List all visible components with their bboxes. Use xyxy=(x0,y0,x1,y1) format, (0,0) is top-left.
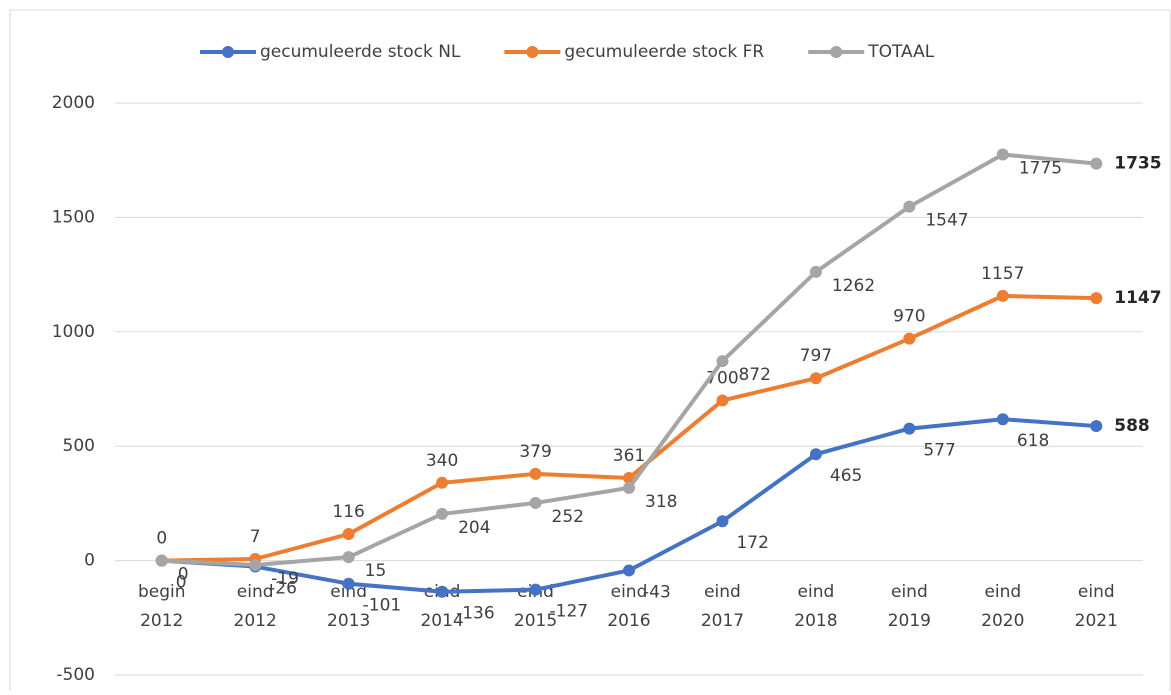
legend-marker xyxy=(830,46,843,58)
data-label: 172 xyxy=(736,533,768,553)
data-label: 618 xyxy=(1017,431,1049,451)
data-label: 15 xyxy=(365,561,387,581)
y-tick-label: 0 xyxy=(84,551,95,571)
point xyxy=(809,372,822,385)
y-tick-label: -500 xyxy=(56,665,95,685)
legend-label: gecumuleerde stock FR xyxy=(564,42,764,62)
data-label: 1147 xyxy=(1114,288,1161,308)
point xyxy=(716,394,729,407)
x-tick-label: eind 2012 xyxy=(234,582,277,631)
y-tick-label: 500 xyxy=(63,436,95,456)
data-label: 318 xyxy=(645,492,677,512)
point xyxy=(716,355,729,368)
data-label: 577 xyxy=(923,441,955,461)
chart-frame xyxy=(9,9,1171,695)
data-label: 116 xyxy=(332,502,364,522)
data-label: 361 xyxy=(613,446,645,466)
data-label: -127 xyxy=(550,602,589,622)
data-label: 0 xyxy=(178,565,189,585)
data-label: 7 xyxy=(250,527,261,547)
data-label: 379 xyxy=(519,442,551,462)
data-label: 1775 xyxy=(1019,158,1062,178)
legend-marker xyxy=(526,46,539,58)
y-tick-label: 2000 xyxy=(52,93,95,113)
point xyxy=(155,554,168,567)
x-tick-label: begin 2012 xyxy=(138,582,186,631)
point xyxy=(996,289,1009,302)
data-label: -101 xyxy=(363,596,402,616)
point xyxy=(436,585,449,598)
data-label: -43 xyxy=(643,582,671,602)
point xyxy=(716,515,729,528)
x-tick-label: eind 2019 xyxy=(888,582,931,631)
data-label: 465 xyxy=(830,466,862,486)
legend-label: TOTAAL xyxy=(867,42,935,62)
legend-label: gecumuleerde stock NL xyxy=(260,42,461,62)
x-tick-label: eind 2021 xyxy=(1075,582,1118,631)
data-label: 0 xyxy=(156,529,167,549)
x-tick-label: eind 2017 xyxy=(701,582,744,631)
data-label: 252 xyxy=(552,507,584,527)
point xyxy=(903,200,916,213)
point xyxy=(529,467,542,480)
point xyxy=(1090,157,1103,170)
data-label: -136 xyxy=(456,604,495,624)
data-label: 1157 xyxy=(981,264,1024,284)
data-label: -26 xyxy=(269,579,297,599)
point xyxy=(1090,420,1103,433)
point xyxy=(903,332,916,345)
point xyxy=(623,481,635,494)
data-label: 0 xyxy=(176,573,187,593)
x-tick-label: eind 2020 xyxy=(981,582,1024,631)
data-label: -19 xyxy=(271,569,299,589)
point xyxy=(529,496,542,509)
legend-marker xyxy=(222,46,234,58)
data-label: 1735 xyxy=(1114,154,1161,174)
legend: gecumuleerde stock NL gecumuleerde stock … xyxy=(200,42,935,62)
point xyxy=(436,476,449,489)
point xyxy=(342,528,355,541)
point xyxy=(623,564,635,577)
y-tick-label: 1000 xyxy=(52,322,95,342)
point xyxy=(903,422,916,435)
data-label: 872 xyxy=(738,365,770,385)
point xyxy=(809,265,822,278)
point xyxy=(996,413,1009,426)
point xyxy=(996,148,1009,161)
x-tick-label: eind 2016 xyxy=(607,582,650,631)
point xyxy=(529,583,542,596)
data-label: 204 xyxy=(458,518,490,538)
point xyxy=(342,551,355,564)
point xyxy=(436,507,449,520)
x-tick-label: eind 2013 xyxy=(327,582,370,631)
y-tick-label: 1500 xyxy=(52,207,95,227)
data-label: 1262 xyxy=(832,276,875,296)
data-label: 588 xyxy=(1114,416,1150,436)
x-tick-label: eind 2018 xyxy=(794,582,837,631)
point xyxy=(249,558,262,571)
point xyxy=(809,448,822,461)
data-label: 797 xyxy=(800,346,832,366)
data-label: 1547 xyxy=(925,211,968,231)
data-label: 340 xyxy=(426,451,458,471)
point xyxy=(1090,292,1103,305)
data-label: 970 xyxy=(893,307,925,327)
point xyxy=(342,577,355,590)
